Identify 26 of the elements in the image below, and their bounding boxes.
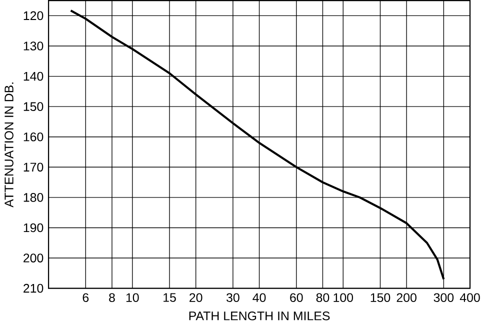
x-tick-label: 150 [370,293,390,302]
y-tick-label: 140 [24,72,44,81]
x-axis-title: PATH LENGTH IN MILES [189,312,330,320]
x-tick-label: 15 [164,293,176,302]
y-tick-label: 210 [24,284,44,293]
y-tick-label: 190 [24,223,44,232]
y-tick-label: 180 [24,193,44,202]
x-tick-label: 40 [252,293,266,302]
x-tick-label: 20 [190,293,202,302]
x-tick-label: 10 [126,293,139,302]
y-tick-label: 160 [24,132,44,142]
x-tick-label: 400 [460,293,480,302]
x-tick-label: 30 [226,293,240,302]
x-tick-label: 8 [109,293,115,302]
x-tick-label: 60 [290,293,303,302]
y-tick-label: 200 [24,254,44,262]
x-tick-label: 300 [434,293,454,302]
y-tick-label: 130 [24,42,44,50]
y-tick-label: 150 [24,102,44,112]
y-tick-label: 120 [24,11,44,20]
y-axis-title: ATTENUATION IN DB. [4,82,14,208]
x-tick-label: 6 [82,293,89,302]
y-tick-label: 170 [24,162,44,172]
x-tick-label: 100 [334,293,354,302]
x-tick-label: 200 [396,293,416,302]
x-tick-label: 80 [316,293,330,302]
